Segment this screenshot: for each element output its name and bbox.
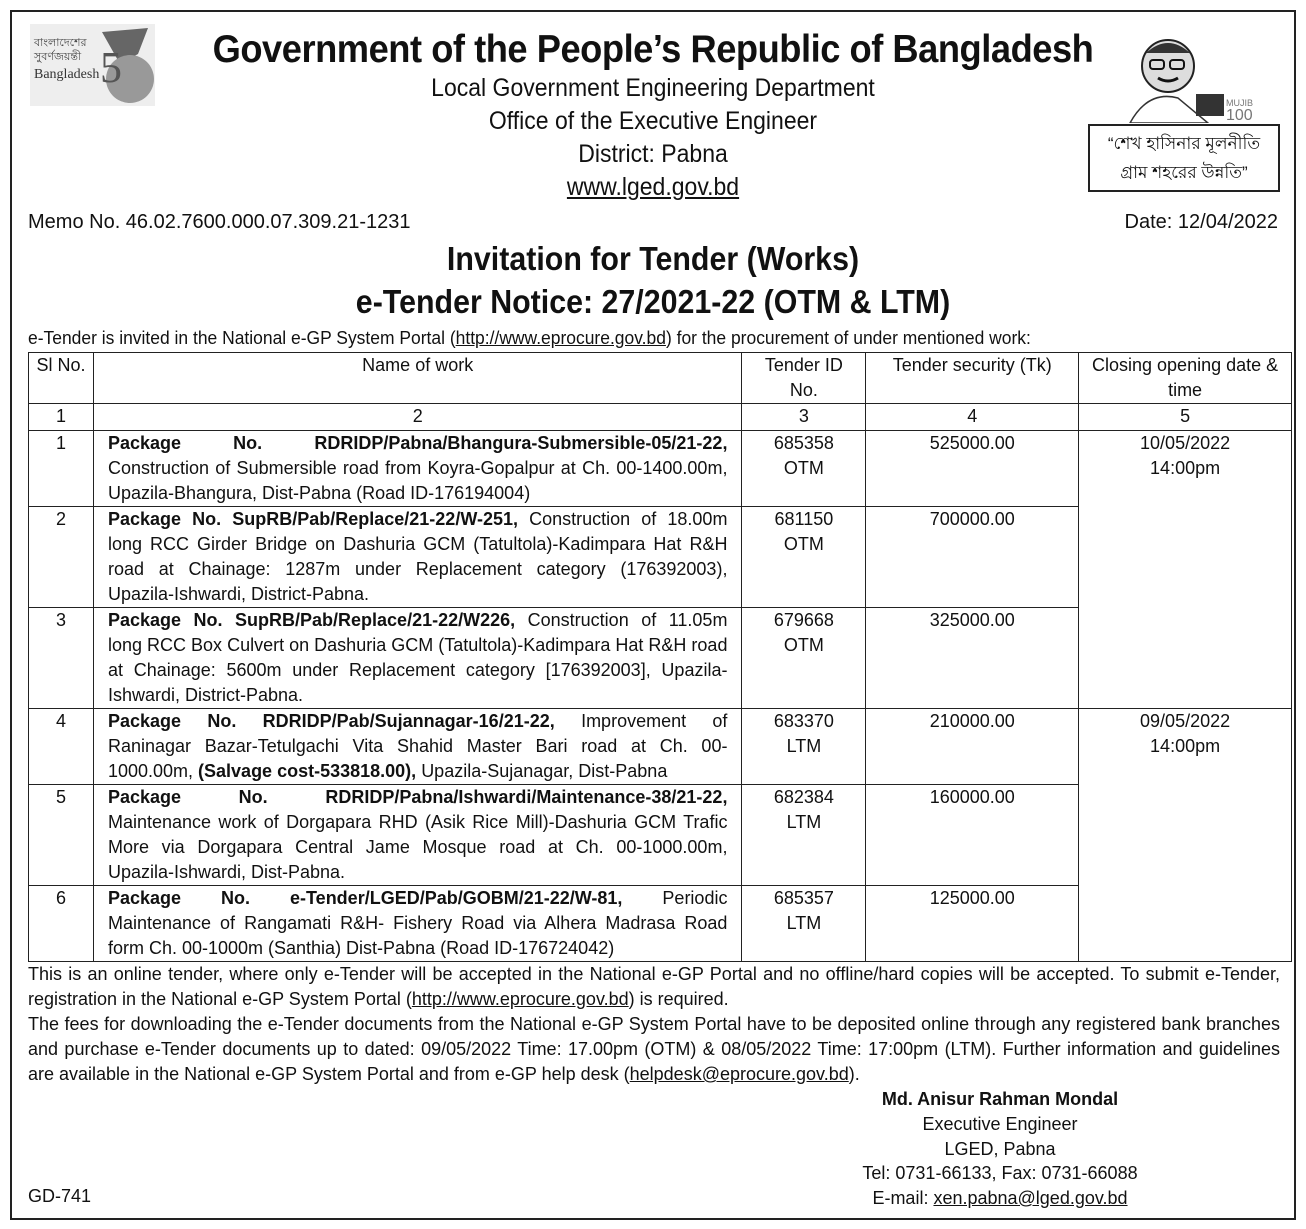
department-line: Local Government Engineering Department: [431, 74, 875, 102]
closing-cell: 10/05/2022 14:00pm: [1078, 430, 1292, 709]
notice-heading: Invitation for Tender (Works): [446, 240, 860, 277]
mujib-100-logo: MUJIB 100: [1129, 39, 1253, 123]
svg-text:বাংলাদেশের: বাংলাদেশের: [33, 36, 88, 49]
signatory-office: LGED, Pabna: [944, 1139, 1056, 1159]
work-cell: Package No. e-Tender/LGED/Pab/GOBM/21-22…: [92, 885, 743, 962]
sl-cell: 2: [28, 506, 94, 608]
svg-text:100: 100: [1226, 107, 1253, 123]
closing-cell: 09/05/2022 14:00pm: [1078, 708, 1292, 962]
signatory-name: Md. Anisur Rahman Mondal: [881, 1089, 1119, 1109]
helpdesk-email-link[interactable]: helpdesk@eprocure.gov.bd: [629, 1064, 849, 1084]
office-line: Office of the Executive Engineer: [488, 107, 818, 135]
work-cell: Package No. RDRIDP/Pabna/Bhangura-Submer…: [92, 430, 743, 507]
sl-cell: 4: [28, 708, 94, 785]
footer-paragraph-1: This is an online tender, where only e-T…: [28, 964, 1280, 1009]
signatory-phone: Tel: 0731-66133, Fax: 0731-66088: [862, 1163, 1138, 1183]
svg-text:সুবর্ণজয়ন্তী: সুবর্ণজয়ন্তী: [33, 50, 82, 63]
table-row: 3 Package No. SupRB/Pab/Replace/21-22/W2…: [28, 607, 1292, 709]
column-number: 4: [865, 403, 1080, 431]
security-cell: 325000.00: [865, 607, 1080, 709]
notice-date: Date: 12/04/2022: [1124, 211, 1278, 233]
notice-subheading: e-Tender Notice: 27/2021-22 (OTM & LTM): [355, 283, 951, 320]
security-cell: 160000.00: [865, 784, 1080, 886]
table-row: 6 Package No. e-Tender/LGED/Pab/GOBM/21-…: [28, 885, 1292, 962]
header-name-of-work: Name of work: [92, 352, 743, 404]
work-cell: Package No. RDRIDP/Pabna/Ishwardi/Mainte…: [92, 784, 743, 886]
sl-cell: 5: [28, 784, 94, 886]
tender-table: Sl No. Name of work Tender ID No. Tender…: [28, 352, 1292, 962]
sl-cell: 1: [28, 430, 94, 507]
svg-text:5: 5: [100, 43, 122, 92]
tender-id-cell: 685358 OTM: [741, 430, 867, 507]
column-number: 2: [92, 403, 743, 431]
work-cell: Package No. SupRB/Pab/Replace/21-22/W-25…: [92, 506, 743, 608]
government-title: Government of the People’s Republic of B…: [212, 28, 1094, 71]
header-closing: Closing opening date & time: [1078, 352, 1292, 404]
signatory-title: Executive Engineer: [922, 1114, 1078, 1134]
header-security: Tender security (Tk): [865, 352, 1080, 404]
security-cell: 125000.00: [865, 885, 1080, 962]
security-cell: 700000.00: [865, 506, 1080, 608]
slogan-line: গ্রাম শহরের উন্নতি”: [1120, 163, 1248, 182]
footer-paragraph-2: The fees for downloading the e-Tender do…: [28, 1014, 1280, 1084]
slogan-box: “শেখ হাসিনার মূলনীতি গ্রাম শহরের উন্নতি”: [1088, 124, 1280, 192]
website-link[interactable]: www.lged.gov.bd: [566, 173, 740, 201]
column-number: 5: [1078, 403, 1292, 431]
slogan-line: “শেখ হাসিনার মূলনীতি: [1107, 134, 1261, 153]
tender-id-cell: 682384 LTM: [741, 784, 867, 886]
gd-code: GD-741: [28, 1186, 92, 1206]
svg-text:MUJIB: MUJIB: [1226, 98, 1253, 108]
intro-text: e-Tender is invited in the National e-GP…: [28, 328, 1031, 348]
column-number-row: 1 2 3 4 5: [28, 403, 1292, 431]
tender-id-cell: 683370 LTM: [741, 708, 867, 785]
table-header-row: Sl No. Name of work Tender ID No. Tender…: [28, 352, 1292, 404]
eprocure-link[interactable]: http://www.eprocure.gov.bd: [411, 989, 629, 1009]
security-cell: 210000.00: [865, 708, 1080, 785]
header-tender-id: Tender ID No.: [741, 352, 867, 404]
column-number: 3: [741, 403, 867, 431]
table-row: 2 Package No. SupRB/Pab/Replace/21-22/W-…: [28, 506, 1292, 608]
email-link[interactable]: xen.pabna@lged.gov.bd: [933, 1188, 1128, 1208]
eprocure-link[interactable]: http://www.eprocure.gov.bd: [455, 328, 666, 348]
district-line: District: Pabna: [578, 140, 728, 168]
work-cell: Package No. RDRIDP/Pab/Sujannagar-16/21-…: [92, 708, 743, 785]
column-number: 1: [28, 403, 94, 431]
tender-id-cell: 685357 LTM: [741, 885, 867, 962]
sl-cell: 6: [28, 885, 94, 962]
table-row: 5 Package No. RDRIDP/Pabna/Ishwardi/Main…: [28, 784, 1292, 886]
tender-id-cell: 679668 OTM: [741, 607, 867, 709]
tender-id-cell: 681150 OTM: [741, 506, 867, 608]
signatory-email: E-mail: xen.pabna@lged.gov.bd: [872, 1188, 1128, 1208]
sl-cell: 3: [28, 607, 94, 709]
memo-number: Memo No. 46.02.7600.000.07.309.21-1231: [28, 211, 411, 233]
notice-border: [10, 10, 1296, 1220]
work-cell: Package No. SupRB/Pab/Replace/21-22/W226…: [92, 607, 743, 709]
svg-text:Bangladesh: Bangladesh: [34, 67, 99, 82]
bangladesh-50-logo: বাংলাদেশের সুবর্ণজয়ন্তী Bangladesh 5: [30, 24, 155, 106]
table-row: 4 Package No. RDRIDP/Pab/Sujannagar-16/2…: [28, 708, 1292, 962]
header-sl: Sl No.: [28, 352, 94, 404]
table-row: 1 Package No. RDRIDP/Pabna/Bhangura-Subm…: [28, 430, 1292, 709]
security-cell: 525000.00: [865, 430, 1080, 507]
